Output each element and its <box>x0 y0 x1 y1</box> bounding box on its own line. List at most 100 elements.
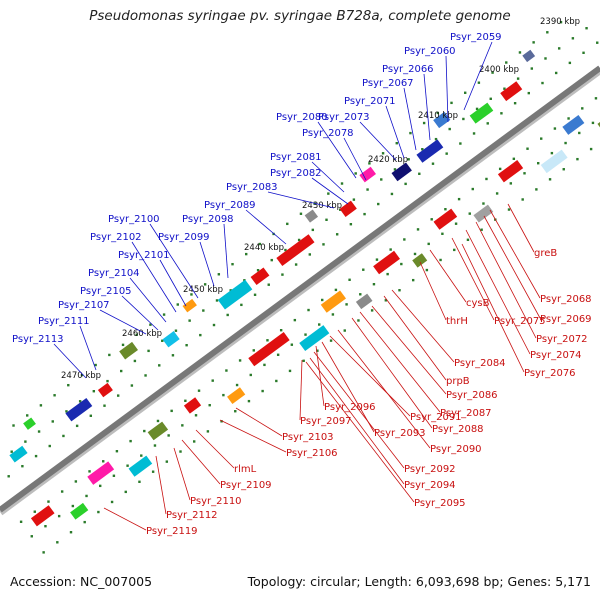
track-dot <box>288 369 292 373</box>
track-dot <box>521 198 524 201</box>
track-dot <box>411 278 415 282</box>
track-dot <box>512 157 516 160</box>
gene-label: Psyr_2113 <box>12 334 64 345</box>
gene-label: Psyr_2106 <box>286 448 338 459</box>
track-dot <box>338 208 342 211</box>
track-dot <box>116 394 120 397</box>
gene-label: Psyr_2069 <box>540 314 592 325</box>
leader-line <box>121 295 159 331</box>
track-dot <box>235 383 239 387</box>
gene-label: greB <box>534 248 557 259</box>
track-dot <box>513 102 517 105</box>
track-dot <box>138 480 141 483</box>
gene-label: Psyr_2119 <box>146 526 198 537</box>
leader-line <box>313 351 405 469</box>
track-dot <box>51 420 54 423</box>
track-dot <box>279 329 283 332</box>
tick-label: 2460 kbp <box>122 329 162 339</box>
gene-label: Psyr_2072 <box>536 334 588 345</box>
gene-feature <box>97 382 113 398</box>
track-dot <box>179 450 182 453</box>
track-dot <box>400 262 403 266</box>
track-dot <box>352 198 356 201</box>
track-dot <box>489 97 492 100</box>
track-dot <box>390 192 394 196</box>
track-dot <box>418 172 421 175</box>
track-dot <box>578 131 581 135</box>
track-dot <box>140 454 143 457</box>
gene-label: Psyr_2087 <box>440 408 492 419</box>
track-dot <box>372 283 376 286</box>
leader-line <box>173 447 191 501</box>
track-dot <box>158 364 161 367</box>
gene-feature <box>562 114 585 135</box>
gene-label: Psyr_2096 <box>324 402 376 413</box>
gene-feature <box>497 160 524 183</box>
gene-label: Psyr_2095 <box>414 498 466 509</box>
gene-feature <box>182 298 197 313</box>
track-dot <box>413 252 417 256</box>
leader-line <box>129 277 167 323</box>
track-dot <box>453 248 456 252</box>
track-dot <box>464 91 467 94</box>
track-dot <box>505 61 508 64</box>
track-dot <box>253 293 257 296</box>
track-dot <box>212 323 216 327</box>
gene-feature <box>320 290 347 313</box>
leader-line <box>267 191 335 209</box>
gene-feature <box>522 49 536 63</box>
track-dot <box>343 329 346 332</box>
track-dot <box>307 308 310 312</box>
leader-line <box>351 317 433 429</box>
track-dot <box>106 379 109 383</box>
track-dot <box>19 520 23 523</box>
track-dot <box>393 168 397 171</box>
track-dot <box>267 283 270 286</box>
track-dot <box>263 363 266 367</box>
track-dot <box>471 187 474 191</box>
track-dot <box>94 363 97 367</box>
tick-label: 2450 kbp <box>183 285 223 295</box>
track-dot <box>546 31 549 34</box>
track-dot <box>10 450 13 453</box>
track-dot <box>375 258 379 261</box>
track-dot <box>384 299 388 302</box>
gene-label: Psyr_2083 <box>226 182 278 193</box>
track-dot <box>88 470 91 473</box>
leader-line <box>311 161 345 193</box>
track-dot <box>229 289 232 292</box>
tick-label: 2440 kbp <box>244 243 284 253</box>
track-dot <box>57 514 61 518</box>
track-dot <box>381 152 385 155</box>
leader-line <box>343 137 367 181</box>
track-dot <box>143 429 146 433</box>
track-dot <box>270 258 273 262</box>
track-dot <box>507 208 511 211</box>
track-dot <box>466 238 470 242</box>
gene-label: Psyr_2112 <box>166 510 218 521</box>
gene-label: Psyr_2092 <box>404 464 456 475</box>
track-dot <box>327 192 330 195</box>
track-dot <box>331 313 335 316</box>
gene-label: thrH <box>446 316 468 327</box>
gene-feature <box>23 417 36 430</box>
track-dot <box>199 333 202 337</box>
track-dot <box>311 228 315 232</box>
track-dot <box>380 178 383 181</box>
gene-feature <box>469 102 494 124</box>
track-dot <box>75 424 79 428</box>
leader-line <box>79 325 97 371</box>
leader-line <box>391 289 455 363</box>
track-dot <box>491 71 494 74</box>
track-dot <box>297 238 301 242</box>
gene-feature <box>30 505 55 527</box>
gene-label: Psyr_2078 <box>302 128 354 139</box>
track-dot <box>243 279 246 282</box>
track-dot <box>425 268 429 272</box>
gene-label: Psyr_2093 <box>374 428 426 439</box>
track-dot <box>334 288 338 292</box>
track-dot <box>550 151 554 155</box>
track-dot <box>103 404 106 407</box>
track-dot <box>119 369 123 373</box>
gene-label: Psyr_2074 <box>530 350 582 361</box>
